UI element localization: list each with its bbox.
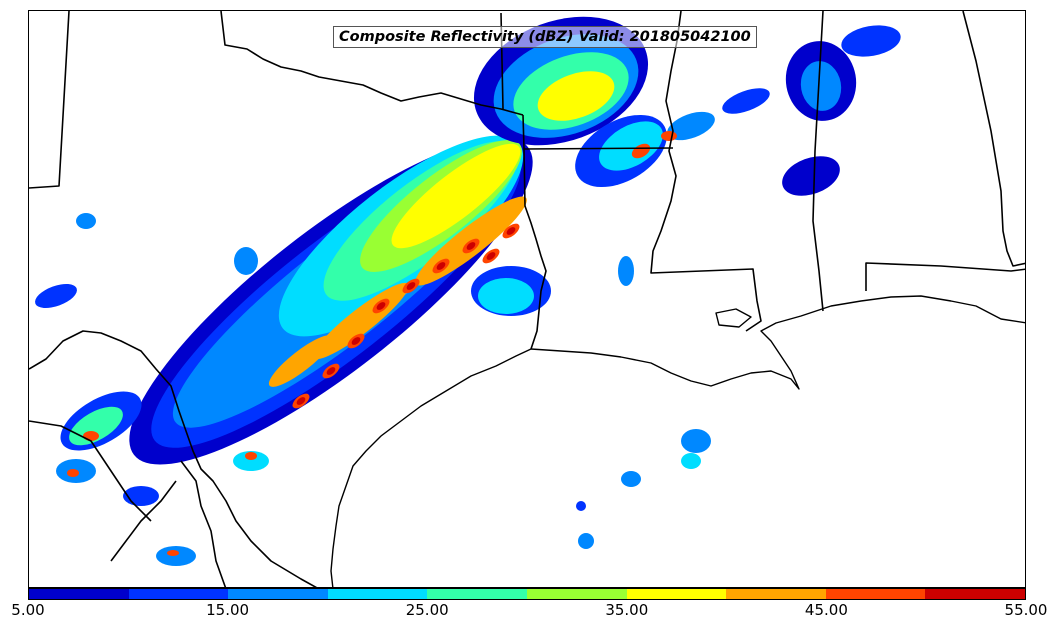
boundary-rio-grande (29, 330, 318, 587)
gulf-coast-louisiana (530, 295, 1025, 390)
colorbar-segment (925, 589, 1025, 599)
reflectivity-cell (841, 25, 901, 57)
reflectivity-cell (466, 242, 476, 250)
reflectivity-cell (167, 550, 179, 556)
boundary-mexico-state-2 (180, 460, 227, 587)
reflectivity-cell (782, 156, 840, 196)
reflectivity-cell (351, 337, 361, 345)
reflectivity-cell (667, 111, 715, 141)
reflectivity-cell (296, 397, 306, 405)
boundary-mexico-state-1 (29, 420, 152, 522)
colorbar-tick-label: 15.00 (206, 601, 250, 619)
colorbar-tick-label: 45.00 (804, 601, 848, 619)
colorbar-tick-label: 35.00 (605, 601, 649, 619)
reflectivity-cell (599, 121, 663, 171)
coastline (330, 295, 1025, 587)
colorbar-segment (626, 589, 727, 599)
boundary-mississippi (650, 11, 762, 332)
reflectivity-cell (800, 61, 842, 111)
colorbar-segment (228, 589, 328, 599)
reflectivity-cell (681, 429, 711, 453)
colorbar-segment (427, 589, 527, 599)
reflectivity-cell (576, 501, 586, 511)
reflectivity-cell (234, 247, 258, 275)
colorbar-segment (526, 589, 627, 599)
boundary-nm-west (29, 11, 70, 189)
reflectivity-cell (245, 452, 257, 460)
boundary-ar-la (523, 147, 674, 150)
reflectivity-cell (436, 262, 446, 270)
colorbar-tick-label: 5.00 (11, 601, 45, 619)
boundary-red-river (220, 11, 524, 116)
reflectivity-cell (35, 283, 77, 309)
reflectivity-cell (486, 252, 496, 260)
colorbar-tick-label: 55.00 (1004, 601, 1048, 619)
reflectivity-cell (76, 213, 96, 229)
reflectivity-map (29, 11, 1025, 587)
reflectivity-cell (376, 302, 386, 310)
reflectivity-cell (578, 533, 594, 549)
colorbar-segment (726, 589, 826, 599)
reflectivity-cell (506, 227, 516, 235)
boundary-ms-al (812, 11, 824, 312)
state-boundaries (29, 11, 1025, 587)
gulf-coast-texas (330, 348, 532, 587)
colorbar-segment (825, 589, 926, 599)
reflectivity-colorbar (28, 588, 1026, 600)
reflectivity-cell (621, 471, 641, 487)
map-panel: Composite Reflectivity (dBZ) Valid: 2018… (28, 10, 1026, 588)
reflectivity-cell (406, 282, 416, 290)
reflectivity-cell (69, 406, 123, 446)
reflectivity-cell (722, 88, 770, 114)
reflectivity-cell (83, 431, 99, 441)
reflectivity-cell (537, 71, 615, 121)
reflectivity-cell (391, 143, 521, 249)
colorbar-segment (128, 589, 229, 599)
boundary-mexico-state-3 (110, 480, 177, 562)
reflectivity-cell (618, 256, 634, 286)
reflectivity-cell (67, 469, 79, 477)
colorbar-segment (327, 589, 428, 599)
colorbar-tick-label: 25.00 (405, 601, 449, 619)
reflectivity-field (35, 16, 901, 566)
reflectivity-cell (156, 546, 196, 566)
lake-pontchartrain (715, 308, 752, 328)
reflectivity-cell (478, 278, 534, 314)
reflectivity-cell (661, 131, 677, 141)
reflectivity-cell (233, 451, 269, 471)
boundary-al-fl (865, 262, 1025, 291)
reflectivity-cell (681, 453, 701, 469)
map-title: Composite Reflectivity (dBZ) Valid: 2018… (333, 26, 757, 48)
boundary-tx-la (522, 114, 547, 350)
reflectivity-cell (268, 335, 334, 387)
boundary-al-ga (962, 11, 1025, 267)
colorbar-segment (29, 589, 129, 599)
reflectivity-cell (326, 367, 336, 375)
